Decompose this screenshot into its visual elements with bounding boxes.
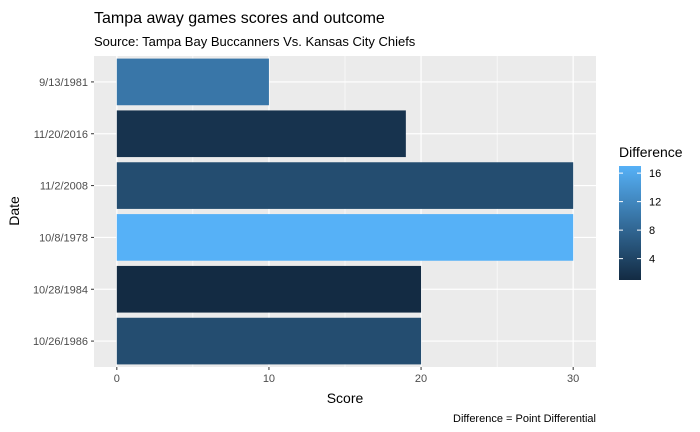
legend-ticks: 4 8 12 16 xyxy=(619,168,661,266)
chart-subtitle: Source: Tampa Bay Buccanners Vs. Kansas … xyxy=(94,34,416,49)
y-tick-label: 10/8/1978 xyxy=(39,232,88,244)
legend-tick-label: 8 xyxy=(649,225,655,237)
x-tick-labels: 0 10 20 30 xyxy=(114,367,579,385)
legend-title: Difference xyxy=(619,144,683,160)
y-tick-label: 9/13/1981 xyxy=(39,77,88,89)
chart-caption: Difference = Point Differential xyxy=(453,413,596,425)
y-tick-labels: 9/13/1981 11/20/2016 11/2/2008 10/8/1978 10/… xyxy=(33,77,94,348)
bar-9/13/1981 xyxy=(116,58,269,106)
bars-group xyxy=(116,58,574,365)
bar-10/8/1978 xyxy=(116,214,574,261)
y-tick-label: 11/2/2008 xyxy=(40,181,88,193)
y-axis-label: Date xyxy=(6,196,22,226)
x-axis-label: Score xyxy=(327,390,364,406)
y-tick-label: 11/20/2016 xyxy=(34,129,88,141)
legend-tick-label: 16 xyxy=(649,168,661,180)
bar-10/26/1986 xyxy=(116,317,422,365)
chart-title: Tampa away games scores and outcome xyxy=(94,10,385,27)
x-tick-label: 30 xyxy=(567,373,579,385)
y-tick-label: 10/28/1984 xyxy=(33,284,88,296)
legend-colorbar xyxy=(619,166,641,280)
x-tick-label: 20 xyxy=(415,373,427,385)
bar-10/28/1984 xyxy=(116,265,422,313)
x-tick-label: 0 xyxy=(114,373,120,385)
x-tick-label: 10 xyxy=(263,373,275,385)
bar-11/20/2016 xyxy=(116,110,406,158)
legend: Difference 4 8 12 16 xyxy=(619,144,683,280)
bar-11/2/2008 xyxy=(116,162,574,209)
legend-tick-label: 12 xyxy=(649,197,661,209)
y-tick-label: 10/26/1986 xyxy=(33,336,88,348)
legend-tick-label: 4 xyxy=(649,254,655,266)
